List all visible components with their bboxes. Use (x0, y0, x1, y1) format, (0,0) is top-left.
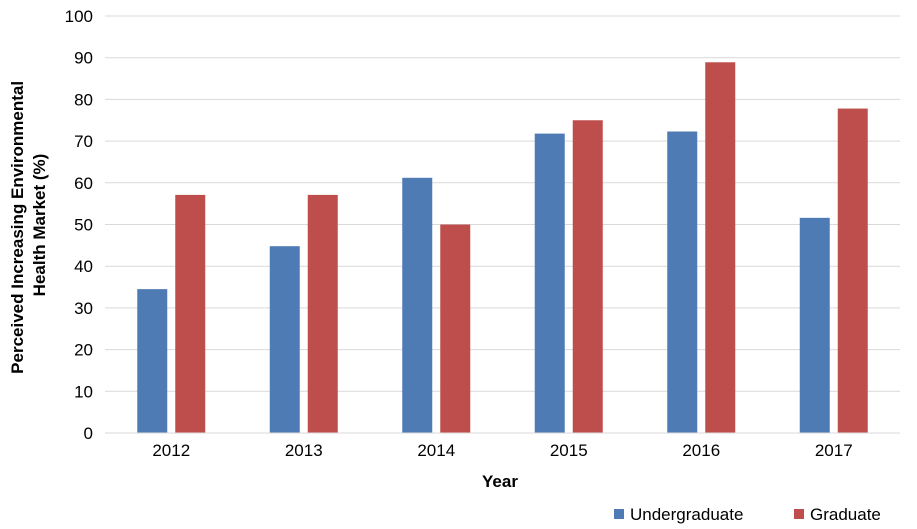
x-tick-label-2012: 2012 (152, 441, 190, 460)
x-tick-label-2014: 2014 (417, 441, 455, 460)
legend-label-graduate: Graduate (810, 505, 881, 524)
y-axis-tick-labels: 0 10 20 30 40 50 60 70 80 90 100 (65, 7, 93, 443)
x-tick-label-2013: 2013 (285, 441, 323, 460)
y-tick-label: 50 (74, 216, 93, 235)
bar-graduate-2015 (572, 120, 603, 433)
y-tick-label: 100 (65, 7, 93, 26)
gridlines (105, 15, 900, 392)
x-tick-label-2016: 2016 (682, 441, 720, 460)
bars (137, 62, 868, 434)
y-tick-label: 0 (84, 424, 93, 443)
y-tick-label: 40 (74, 257, 93, 276)
y-axis-title: Perceived Increasing Environmental Healt… (8, 76, 49, 374)
x-axis-title: Year (482, 472, 518, 491)
legend-swatch-undergraduate (614, 509, 624, 519)
bar-undergraduate-2013 (269, 246, 300, 433)
y-tick-label: 20 (74, 341, 93, 360)
bar-undergraduate-2015 (534, 133, 565, 433)
bar-graduate-2012 (175, 194, 206, 433)
x-tick-label-2015: 2015 (550, 441, 588, 460)
x-tick-label-2017: 2017 (815, 441, 853, 460)
y-tick-label: 70 (74, 132, 93, 151)
bar-graduate-2014 (440, 224, 471, 433)
y-tick-label: 10 (74, 382, 93, 401)
legend-label-undergraduate: Undergraduate (630, 505, 743, 524)
y-tick-label: 60 (74, 174, 93, 193)
legend-swatch-graduate (794, 509, 804, 519)
legend: Undergraduate Graduate (614, 505, 881, 524)
bar-undergraduate-2014 (402, 177, 433, 433)
bar-undergraduate-2016 (667, 131, 698, 433)
bar-undergraduate-2017 (799, 217, 830, 433)
y-tick-label: 30 (74, 299, 93, 318)
y-tick-label: 90 (74, 49, 93, 68)
bar-graduate-2016 (705, 62, 736, 434)
bar-undergraduate-2012 (137, 289, 168, 433)
y-axis-title-line-2: Health Market (%) (30, 154, 49, 297)
bar-graduate-2017 (837, 108, 868, 433)
y-axis-title-line-1: Perceived Increasing Environmental (8, 81, 27, 374)
y-tick-label: 80 (74, 90, 93, 109)
x-axis-tick-labels: 2012 2013 2014 2015 2016 2017 (152, 441, 852, 460)
bar-graduate-2013 (307, 194, 338, 433)
